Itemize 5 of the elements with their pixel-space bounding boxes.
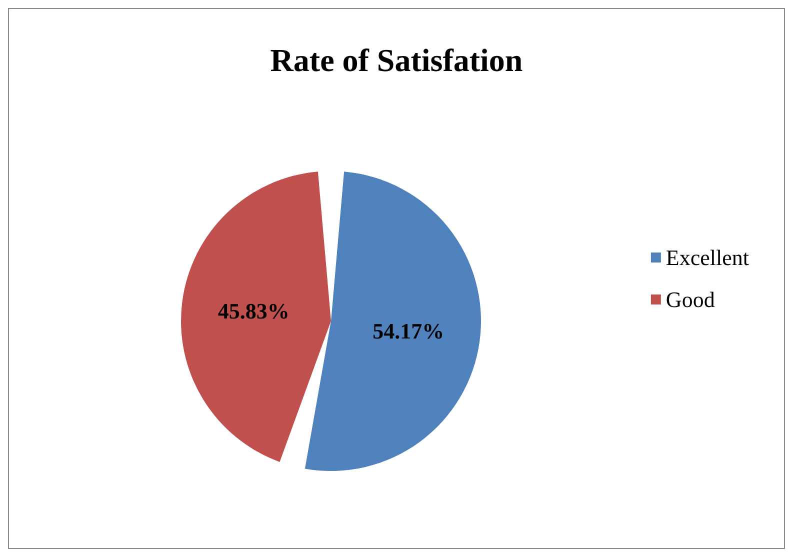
legend-label: Excellent xyxy=(666,245,750,270)
data-label: 45.83% xyxy=(218,298,290,324)
data-label: 54.17% xyxy=(372,318,444,344)
legend-label: Good xyxy=(666,287,715,312)
chart-title: Rate of Satisfation xyxy=(270,42,523,78)
